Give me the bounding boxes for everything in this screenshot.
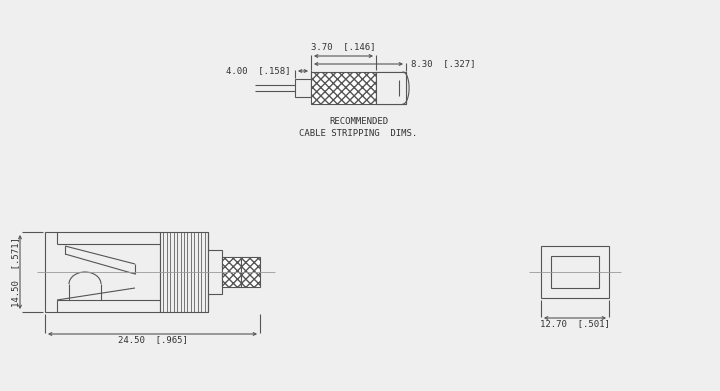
Text: 4.00  [.158]: 4.00 [.158]	[225, 66, 290, 75]
Bar	[541, 246, 609, 298]
Bar	[295, 79, 311, 97]
Bar	[376, 72, 406, 88]
Text: RECOMMENDED: RECOMMENDED	[329, 118, 388, 127]
Bar	[222, 257, 241, 287]
Bar	[208, 250, 222, 294]
Bar	[160, 232, 208, 312]
Bar	[241, 257, 260, 287]
Text: CABLE STRIPPING  DIMS.: CABLE STRIPPING DIMS.	[300, 129, 418, 138]
Text: 3.70  [.146]: 3.70 [.146]	[311, 42, 376, 51]
Text: 24.50  [.965]: 24.50 [.965]	[117, 335, 187, 344]
Text: 8.30  [.327]: 8.30 [.327]	[411, 59, 475, 68]
Bar	[376, 88, 406, 104]
Bar	[45, 232, 160, 312]
Bar	[311, 72, 376, 104]
Text: 12.70  [.501]: 12.70 [.501]	[540, 319, 610, 328]
Bar	[376, 72, 406, 104]
Bar	[551, 256, 599, 288]
Text: 14.50  [.571]: 14.50 [.571]	[12, 237, 20, 307]
